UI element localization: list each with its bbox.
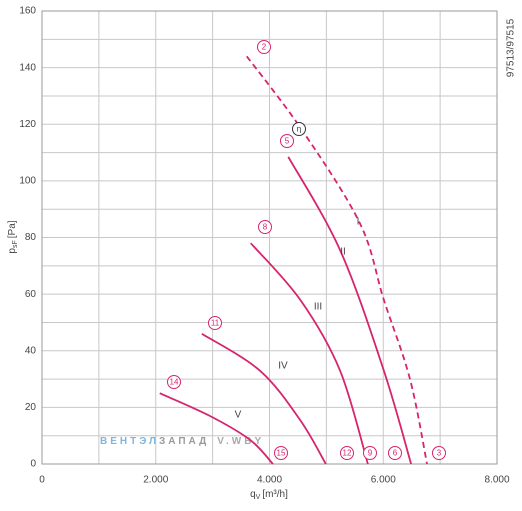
annotation-label: 2 bbox=[262, 43, 267, 52]
annotation-label: 5 bbox=[285, 137, 290, 146]
annotation-label: 12 bbox=[343, 449, 352, 458]
x-tick-label: 4.000 bbox=[257, 475, 282, 486]
curve-label: IV bbox=[278, 361, 288, 372]
fan-curve bbox=[287, 156, 412, 465]
x-label-unit: [m³/h] bbox=[262, 489, 288, 500]
watermark-part: V.WBY bbox=[217, 436, 264, 447]
annotation-circle bbox=[340, 446, 354, 460]
curve-label: II bbox=[340, 247, 346, 258]
y-tick-label: 120 bbox=[19, 119, 36, 130]
watermark-part: ВЕНТЭЛ bbox=[100, 436, 159, 447]
x-tick-label: 6.000 bbox=[371, 475, 396, 486]
x-label-sub: V bbox=[256, 494, 261, 501]
y-tick-label: 20 bbox=[25, 402, 37, 413]
x-label-main: q bbox=[250, 489, 256, 500]
annotation-label: 15 bbox=[277, 449, 286, 458]
watermark-part: ЗАПАД bbox=[159, 436, 209, 447]
annotation-circle bbox=[257, 40, 271, 54]
annotation-label: η bbox=[297, 125, 301, 134]
y-tick-label: 80 bbox=[25, 232, 37, 243]
y-tick-label: 0 bbox=[30, 459, 36, 470]
x-tick-label: 8.000 bbox=[484, 475, 509, 486]
x-tick-label: 2.000 bbox=[143, 475, 168, 486]
annotation-circle bbox=[388, 446, 402, 460]
annotation-circle bbox=[432, 446, 446, 460]
annotation-label: 14 bbox=[170, 378, 179, 387]
fan-curve bbox=[246, 55, 428, 465]
y-axis-label: psF [Pa] bbox=[7, 220, 19, 253]
y-label-sub: sF bbox=[12, 240, 19, 248]
annotation-label: 11 bbox=[211, 319, 220, 328]
curve-label: I bbox=[357, 217, 360, 228]
x-tick-label: 0 bbox=[39, 475, 45, 486]
curve-label: V bbox=[235, 410, 242, 421]
annotation-circle bbox=[258, 220, 272, 234]
plot-frame bbox=[41, 10, 498, 465]
y-label-main: p bbox=[7, 248, 18, 254]
annotation-label: 6 bbox=[393, 449, 398, 458]
side-text: 97513/97515 bbox=[506, 18, 517, 77]
annotation-circle bbox=[280, 134, 294, 148]
annotation-circle bbox=[292, 122, 306, 136]
y-tick-label: 100 bbox=[19, 176, 36, 187]
y-tick-label: 40 bbox=[25, 345, 37, 356]
y-tick-label: 160 bbox=[19, 6, 36, 17]
annotation-label: 8 bbox=[263, 223, 268, 232]
x-axis-label: qV [m³/h] bbox=[250, 489, 288, 501]
annotation-circle bbox=[208, 316, 222, 330]
annotation-circle bbox=[363, 446, 377, 460]
fan-curve bbox=[159, 392, 274, 465]
y-label-unit: [Pa] bbox=[7, 220, 18, 238]
fan-curve bbox=[250, 242, 369, 465]
y-tick-label: 140 bbox=[19, 62, 36, 73]
annotation-circle bbox=[167, 375, 181, 389]
watermark: ВЕНТЭЛЗАПАД V.WBY bbox=[100, 436, 264, 447]
y-tick-label: 60 bbox=[25, 289, 37, 300]
annotation-circle bbox=[274, 446, 288, 460]
annotation-label: 9 bbox=[368, 449, 373, 458]
curve-label: III bbox=[314, 302, 322, 313]
annotation-label: 3 bbox=[437, 449, 442, 458]
fan-curve bbox=[201, 333, 327, 465]
